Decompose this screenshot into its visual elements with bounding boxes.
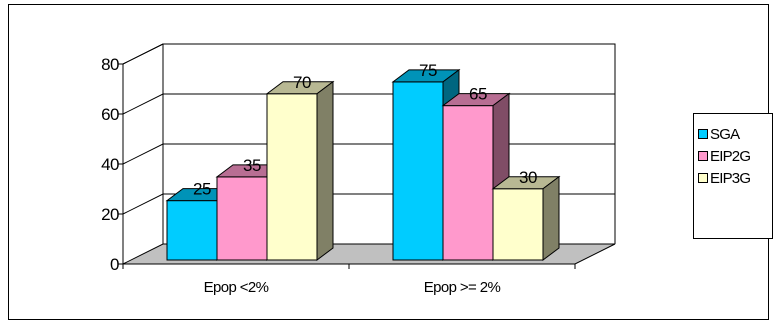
legend-item-eip3g: EIP3G (698, 168, 751, 188)
x-category-label: Epop >= 2% (424, 279, 501, 296)
legend-item-sga: SGA (698, 124, 740, 144)
axes: 0 20 40 60 80 Epop <2% Epop >= 2% (101, 55, 576, 296)
y-tick-label: 20 (101, 205, 119, 224)
legend-swatch (698, 151, 708, 161)
bar-sga (392, 81, 444, 261)
data-label: 70 (293, 73, 311, 92)
legend-label: EIP2G (710, 147, 751, 165)
data-label: 75 (419, 61, 437, 80)
bar-eip3g (492, 188, 544, 261)
bar-side (316, 80, 334, 261)
gridline-60 (122, 93, 615, 115)
bar-sga (166, 200, 218, 261)
legend-swatch (698, 173, 708, 183)
y-tick-label: 40 (101, 155, 119, 174)
bar-eip2g (442, 105, 494, 261)
y-tick-label: 80 (101, 55, 119, 74)
data-label: 25 (193, 180, 211, 199)
y-tick-label: 60 (101, 105, 119, 124)
data-label: 35 (243, 156, 261, 175)
legend-label: SGA (710, 125, 740, 143)
y-tick-label: 0 (110, 255, 119, 274)
gridline-40 (122, 143, 615, 165)
x-category-label: Epop <2% (204, 279, 269, 296)
gridline-80 (122, 43, 615, 65)
legend: SGA EIP2G EIP3G (693, 113, 773, 239)
legend-label: EIP3G (710, 169, 751, 187)
legend-swatch (698, 129, 708, 139)
bars (165, 68, 561, 261)
bar-eip2g (216, 176, 268, 261)
legend-item-eip2g: EIP2G (698, 146, 751, 166)
data-label: 65 (469, 85, 487, 104)
bar-side (542, 175, 560, 261)
data-label: 30 (519, 168, 537, 187)
data-labels: 25 35 70 75 65 30 (193, 61, 537, 199)
bar-eip3g (266, 93, 318, 261)
chart-frame (8, 4, 769, 320)
